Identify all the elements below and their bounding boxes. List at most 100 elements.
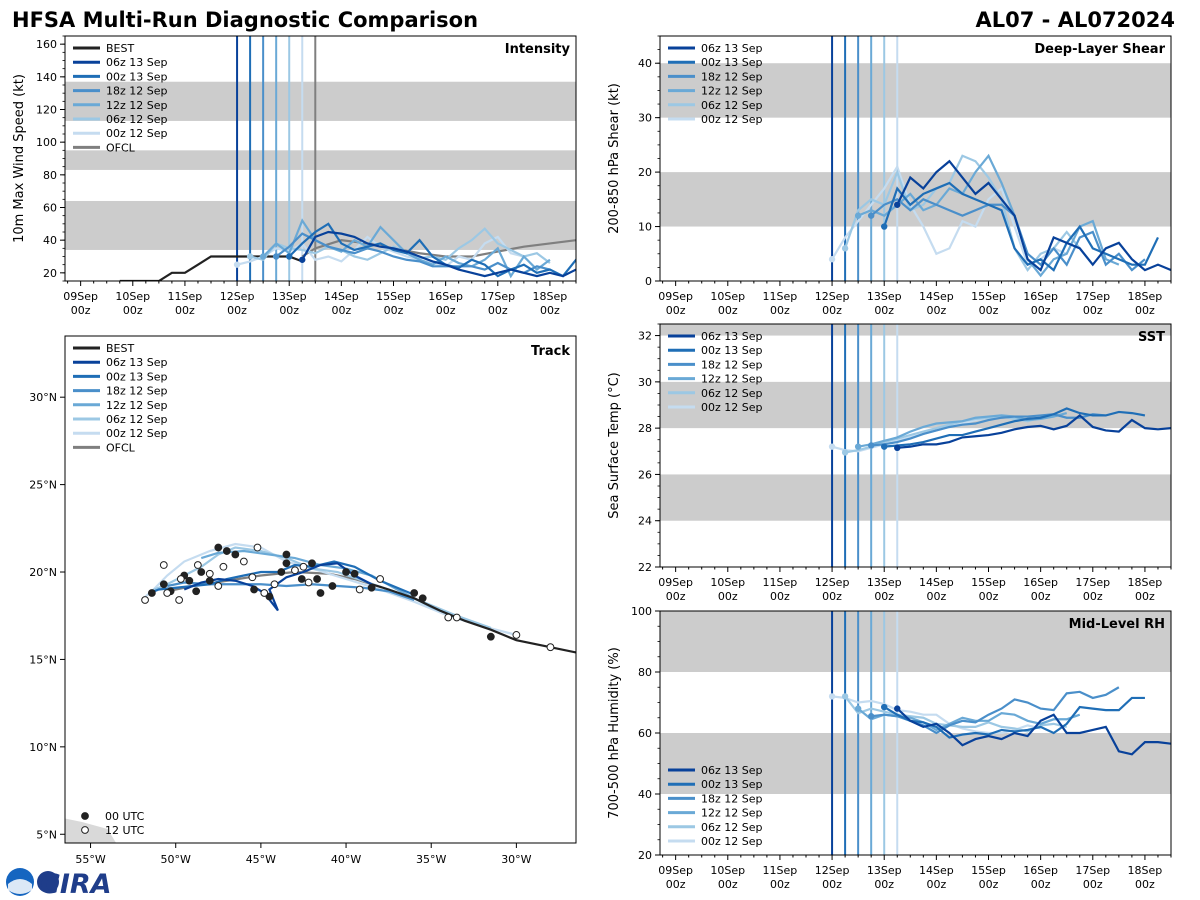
position-12utc-marker <box>270 580 279 589</box>
x-tick-label: 13Sep <box>272 290 307 303</box>
x-tick-label: 00z <box>770 878 790 891</box>
legend-item-label: 18z 12 Sep <box>701 70 763 83</box>
legend-item-label: 18z 12 Sep <box>701 358 763 371</box>
legend-item-label: 18z 12 Sep <box>106 385 168 398</box>
run-start-marker <box>841 449 849 456</box>
x-tick-label: 00z <box>71 304 91 317</box>
cira-logo-text: CIRA <box>40 869 112 900</box>
x-tick-label: 15Sep <box>971 864 1006 877</box>
position-12utc-marker <box>546 643 555 652</box>
position-00utc-marker <box>197 568 206 576</box>
position-00utc-marker <box>486 632 495 641</box>
run-line <box>896 707 1171 756</box>
x-tick-label: 00z <box>1031 304 1051 317</box>
x-tick-label: 00z <box>666 304 686 317</box>
threshold-band <box>660 733 1171 794</box>
legend-item-label: 00z 12 Sep <box>701 835 763 848</box>
position-00utc-marker <box>342 568 350 576</box>
y-tick-label: 32 <box>638 330 652 343</box>
run-start-marker <box>246 253 254 260</box>
panel-title: Deep-Layer Shear <box>1034 42 1165 57</box>
position-00utc-marker <box>205 576 214 585</box>
x-tick-label: 00z <box>979 590 999 603</box>
noaa-wave-icon <box>8 879 32 894</box>
run-start-marker <box>894 201 901 208</box>
position-00utc-marker <box>185 576 194 585</box>
legend-item-label: 00z 12 Sep <box>701 401 763 414</box>
y-tick-label: 60 <box>638 727 652 740</box>
threshold-band <box>660 474 1171 521</box>
x-tick-label: 00z <box>123 304 143 317</box>
y-tick-label: 20 <box>638 166 652 179</box>
rh-panel: 09Sep00z10Sep00z11Sep00z12Sep00z13Sep00z… <box>607 605 1172 891</box>
legend-item-label: 12z 12 Sep <box>106 99 168 112</box>
x-tick-label: 09Sep <box>658 576 693 589</box>
y-tick-label: 26 <box>638 468 652 481</box>
y-axis-label: 700-500 hPa Humidity (%) <box>607 647 622 819</box>
x-tick-label: 00z <box>1135 878 1155 891</box>
position-00utc-marker <box>418 594 427 603</box>
x-tick-label: 12Sep <box>815 864 850 877</box>
x-tick-label: 13Sep <box>867 576 902 589</box>
position-00utc-marker <box>222 547 231 555</box>
x-tick-label: 18Sep <box>1128 576 1163 589</box>
y-tick-label: 120 <box>36 104 57 117</box>
threshold-band <box>660 63 1171 118</box>
run-start-marker <box>286 253 293 260</box>
legend-00utc-marker <box>81 812 89 820</box>
x-tick-label: 00z <box>770 590 790 603</box>
x-tick-label: 00z <box>822 878 842 891</box>
y-tick-label: 24 <box>638 515 652 528</box>
run-line <box>301 230 576 278</box>
run-start-marker <box>259 253 267 260</box>
position-12utc-marker <box>214 582 223 590</box>
run-start-marker <box>881 703 888 711</box>
x-tick-label: 00z <box>718 878 738 891</box>
run-line <box>897 413 1171 449</box>
y-tick-label: 60 <box>43 202 57 215</box>
x-tick-label: 18Sep <box>1128 864 1163 877</box>
position-00utc-marker <box>147 589 156 597</box>
x-tick-label: 00z <box>1135 304 1155 317</box>
x-tick-label: 14Sep <box>919 290 954 303</box>
run-line <box>871 686 1120 735</box>
legend-item-label: 18z 12 Sep <box>106 85 168 98</box>
run-start-marker <box>894 705 901 712</box>
globe-icon <box>37 871 59 893</box>
cira-logo: CIRA <box>6 868 112 900</box>
x-tick-label: 13Sep <box>867 864 902 877</box>
x-tick-label: 15Sep <box>971 290 1006 303</box>
x-tick-label: 00z <box>874 304 894 317</box>
legend-item-label: BEST <box>106 42 134 55</box>
y-tick-label: 28 <box>638 422 652 435</box>
x-tick-label: 00z <box>227 304 247 317</box>
x-tick-label: 00z <box>175 304 195 317</box>
position-12utc-marker <box>291 566 299 575</box>
y-tick-label: 40 <box>43 234 57 247</box>
legend-item-label: 06z 12 Sep <box>701 99 763 112</box>
legend-item-label: 06z 13 Sep <box>701 330 763 343</box>
legend-item-label: 00z 13 Sep <box>106 370 168 383</box>
position-00utc-marker <box>192 587 201 596</box>
position-00utc-marker <box>328 582 337 590</box>
legend-item-label: 00z 13 Sep <box>701 778 763 791</box>
x-tick-label: 16Sep <box>1023 576 1058 589</box>
x-tick-label: 00z <box>979 878 999 891</box>
y-tick-label: 30 <box>638 376 652 389</box>
plot-area <box>65 542 576 843</box>
position-00utc-marker <box>313 575 321 583</box>
run-start-marker <box>854 212 862 219</box>
run-start-marker <box>841 245 849 252</box>
position-12utc-marker <box>304 578 313 587</box>
run-track-line <box>149 560 415 596</box>
run-line <box>857 412 1067 448</box>
x-tick-label: 09Sep <box>658 864 693 877</box>
legend-item-label: 06z 13 Sep <box>701 764 763 777</box>
position-12utc-marker <box>219 562 228 571</box>
legend-item-label: 06z 12 Sep <box>106 413 168 426</box>
run-start-marker <box>894 444 901 452</box>
x-tick-label: 00z <box>926 590 946 603</box>
run-start-marker <box>854 705 862 712</box>
x-tick-label: 17Sep <box>1075 576 1110 589</box>
position-12utc-marker <box>248 573 257 582</box>
